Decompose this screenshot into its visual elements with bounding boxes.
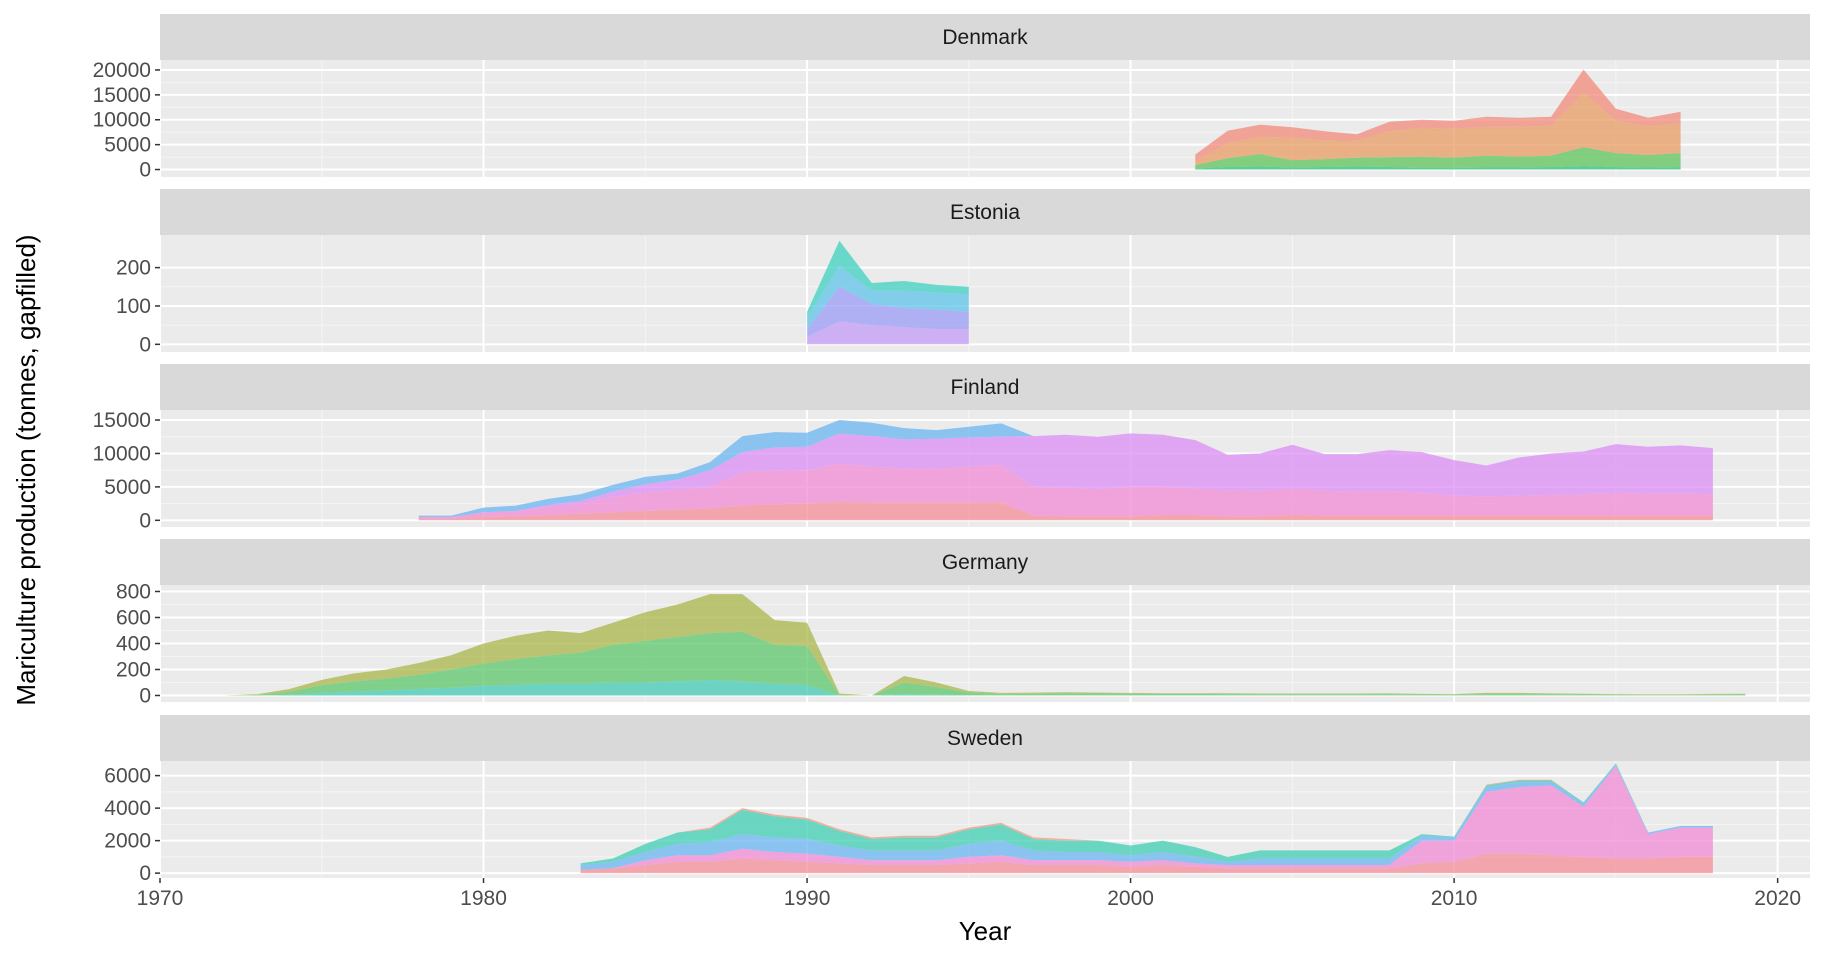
x-tick-label: 1990 (784, 887, 831, 910)
area-series-3 (418, 433, 1713, 517)
area-series-1 (224, 679, 1746, 696)
facet-strip (160, 189, 1810, 235)
facet-title: Finland (951, 376, 1020, 399)
area-series-3 (807, 265, 969, 329)
y-tick-label: 2000 (104, 830, 151, 853)
x-tick-label: 1970 (137, 887, 184, 910)
y-tick-label: 0 (139, 509, 151, 532)
area-series-1 (418, 501, 1713, 521)
x-tick-label: 2000 (1107, 887, 1154, 910)
y-tick-label: 600 (116, 607, 151, 630)
y-tick-label: 200 (116, 257, 151, 280)
y-tick-label: 100 (116, 295, 151, 318)
facet-strip (160, 539, 1810, 585)
y-tick-label: 15000 (93, 409, 151, 432)
facet-panel-sweden: Sweden 0 2000 4000 6000 (104, 715, 1810, 885)
area-series-2 (580, 765, 1713, 870)
y-tick-label: 0 (139, 159, 151, 182)
y-tick-label: 15000 (93, 84, 151, 107)
y-tick-label: 4000 (104, 797, 151, 820)
x-tick-label: 1980 (460, 887, 507, 910)
y-tick-label: 10000 (93, 109, 151, 132)
area-series-2 (807, 286, 969, 337)
area-series-3 (1195, 92, 1681, 166)
facet-panel-germany: Germany 0 200 400 600 800 (116, 539, 1810, 708)
x-tick-label: 2010 (1431, 887, 1478, 910)
area-series-1 (1195, 166, 1681, 170)
facet-title: Germany (942, 551, 1029, 574)
facet-panel-estonia: Estonia 0 100 200 (116, 189, 1810, 356)
facet-title: Sweden (947, 727, 1023, 750)
area-series-4 (1195, 69, 1681, 162)
y-tick-label: 0 (139, 862, 151, 885)
y-tick-label: 400 (116, 633, 151, 656)
y-tick-label: 200 (116, 659, 151, 682)
area-series-4 (418, 420, 1713, 517)
facet-panel-finland: Finland 0 5000 10000 15000 (93, 364, 1810, 532)
y-tick-label: 20000 (93, 59, 151, 82)
y-tick-label: 6000 (104, 765, 151, 788)
y-tick-label: 10000 (93, 442, 151, 465)
area-series-4 (807, 240, 969, 318)
y-tick-label: 800 (116, 581, 151, 604)
facet-title: Estonia (950, 201, 1020, 224)
area-series-4 (580, 763, 1713, 865)
y-axis-title: Mariculture production (tonnes, gapfille… (11, 234, 41, 705)
y-tick-label: 0 (139, 333, 151, 356)
area-series-1 (580, 853, 1713, 874)
x-axis-title: Year (959, 916, 1012, 946)
y-tick-label: 5000 (104, 134, 151, 157)
x-tick-label: 2020 (1754, 887, 1801, 910)
area-series-2 (418, 463, 1713, 519)
panel-background (160, 235, 1810, 352)
y-tick-label: 5000 (104, 476, 151, 499)
facet-strip (160, 364, 1810, 410)
facet-title: Denmark (942, 26, 1028, 49)
area-series-3 (224, 594, 1746, 696)
y-tick-label: 0 (139, 685, 151, 708)
area-series-2 (1195, 147, 1681, 169)
facet-strip (160, 14, 1810, 60)
facet-strip (160, 715, 1810, 761)
area-series-2 (224, 631, 1746, 696)
area-series-1 (807, 321, 969, 345)
